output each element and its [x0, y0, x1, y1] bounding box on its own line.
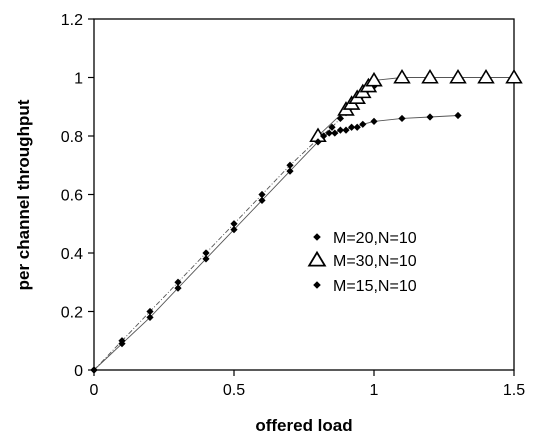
legend-marker-diamond — [313, 233, 321, 241]
data-point-triangle — [393, 68, 411, 84]
data-point-diamond — [146, 307, 154, 316]
x-axis-label: offered load — [255, 416, 352, 435]
data-point-diamond — [328, 123, 336, 131]
data-point-diamond — [258, 190, 266, 199]
data-point-diamond — [370, 117, 378, 125]
data-point-diamond — [314, 138, 322, 146]
data-point-diamond — [230, 226, 238, 234]
data-point-diamond — [320, 132, 328, 140]
legend-marker-diamond — [313, 281, 321, 289]
lines-layer — [93, 77, 514, 371]
y-tick-label: 0 — [74, 363, 83, 380]
y-tick-label: 0.4 — [61, 246, 83, 263]
data-point-diamond — [174, 284, 182, 292]
data-point-diamond — [336, 114, 344, 123]
x-tick-label: 0.5 — [223, 382, 245, 399]
legend: M=20,N=10 M=30,N=10 M=15,N=10 — [307, 230, 417, 295]
y-tick-label: 1.2 — [61, 12, 83, 29]
marks-layer — [90, 68, 523, 374]
data-point-diamond — [286, 161, 294, 169]
data-point-diamond — [336, 126, 344, 134]
plot-frame — [93, 18, 515, 371]
x-tick-label: 0 — [90, 382, 99, 399]
data-point-diamond — [118, 340, 126, 348]
data-point-triangle — [505, 68, 523, 84]
y-tick-label: 0.6 — [61, 188, 83, 205]
data-point-diamond — [454, 111, 462, 120]
data-point-diamond — [202, 249, 210, 257]
data-point-diamond — [342, 126, 350, 134]
y-tick-label: 1 — [74, 71, 83, 88]
data-point-diamond — [230, 220, 238, 228]
legend-label: M=30,N=10 — [333, 253, 417, 270]
data-point-diamond — [286, 167, 294, 175]
data-point-diamond — [174, 278, 182, 286]
data-point-diamond — [426, 113, 434, 121]
data-point-diamond — [325, 129, 333, 137]
data-point-diamond — [202, 255, 210, 263]
data-point-diamond — [146, 313, 154, 321]
data-point-diamond — [353, 123, 361, 131]
legend-label: M=15,N=10 — [333, 278, 417, 295]
data-point-diamond — [331, 129, 339, 137]
data-point-triangle — [449, 68, 467, 84]
x-tick-label: 1 — [370, 382, 379, 399]
data-point-triangle — [477, 68, 495, 84]
data-point-diamond — [258, 196, 266, 204]
y-axis-label: per channel throughput — [14, 99, 33, 290]
data-point-diamond — [359, 120, 367, 128]
legend-marker-triangle — [307, 250, 327, 267]
data-point-triangle — [421, 68, 439, 84]
data-point-diamond — [398, 114, 406, 123]
axes-layer: 0 0.5 1 1.5 0 0.2 0.4 0.6 0.8 1 1.2 — [61, 12, 525, 399]
x-tick-label: 1.5 — [503, 382, 525, 399]
data-point-diamond — [348, 123, 356, 131]
y-tick-label: 0.2 — [61, 305, 83, 322]
legend-label: M=20,N=10 — [333, 230, 417, 247]
data-point-diamond — [90, 366, 98, 374]
data-point-triangle — [365, 71, 383, 87]
y-tick-label: 0.8 — [61, 129, 83, 146]
